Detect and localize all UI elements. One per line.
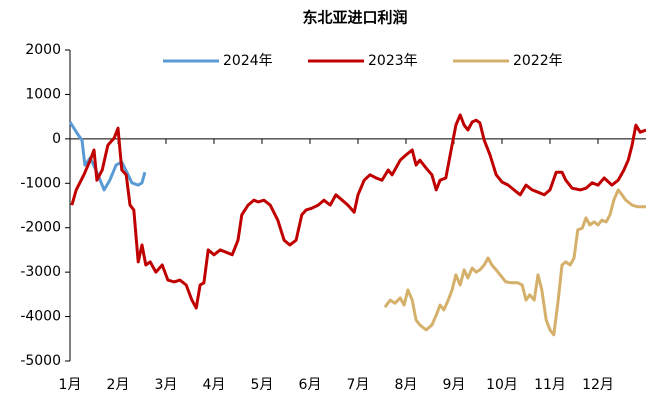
y-tick-label: -4000 [20, 309, 61, 325]
x-tick-label: 7月 [347, 377, 370, 393]
series-line [70, 113, 646, 310]
x-tick-label: 9月 [443, 377, 466, 393]
x-tick-label: 8月 [395, 377, 418, 393]
y-tick-label: -2000 [20, 220, 61, 236]
x-tick-label: 5月 [251, 377, 274, 393]
legend-label: 2023年 [368, 53, 418, 69]
y-tick-label: 0 [52, 131, 61, 147]
x-tick-label: 6月 [299, 377, 322, 393]
x-tick-label: 12月 [582, 377, 614, 393]
y-tick-label: 2000 [25, 42, 61, 58]
x-tick-label: 11月 [534, 377, 566, 393]
x-tick-label: 4月 [203, 377, 226, 393]
legend-label: 2024年 [223, 53, 273, 69]
y-tick-label: 1000 [25, 86, 61, 102]
chart-title: 东北亚进口利润 [302, 9, 407, 27]
x-tick-label: 3月 [155, 377, 178, 393]
x-tick-label: 1月 [59, 377, 82, 393]
y-tick-label: -1000 [20, 175, 61, 191]
y-tick-label: -3000 [20, 264, 61, 280]
series-line [383, 188, 646, 337]
y-tick-label: -5000 [20, 353, 61, 369]
legend-label: 2022年 [513, 53, 563, 69]
series-line [68, 121, 147, 192]
x-tick-label: 2月 [107, 377, 130, 393]
x-tick-label: 10月 [486, 377, 518, 393]
